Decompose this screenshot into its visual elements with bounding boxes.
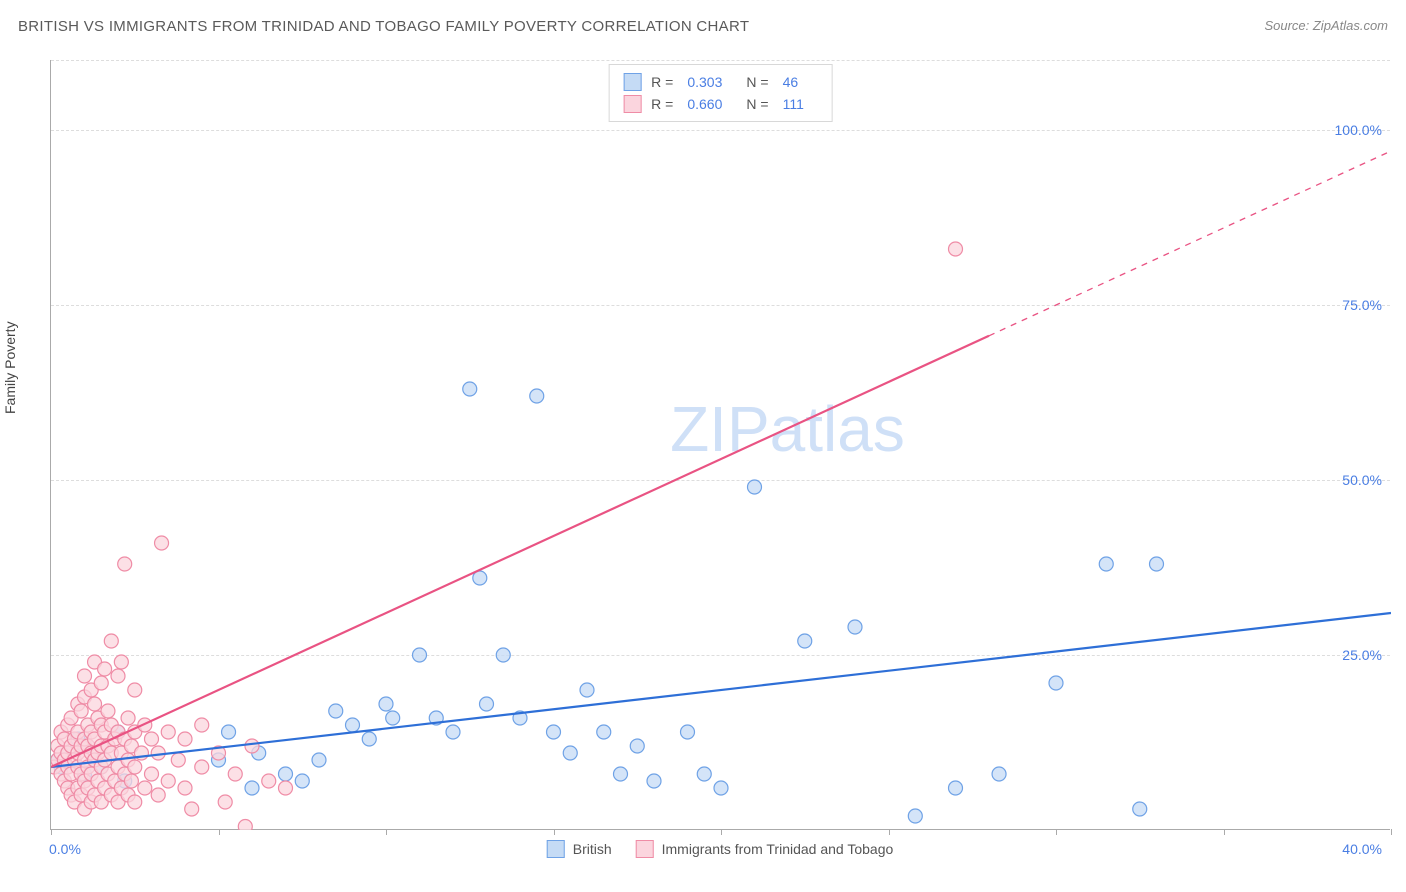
chart-source: Source: ZipAtlas.com [1264, 18, 1388, 33]
swatch-tt [623, 95, 641, 113]
stat-n-label: N = [746, 74, 768, 90]
chart-title: BRITISH VS IMMIGRANTS FROM TRINIDAD AND … [18, 18, 749, 35]
x-axis-min-label: 0.0% [49, 841, 81, 857]
chart-area: ZIPatlas R =0.303 N =46 R =0.660 N =111 … [50, 60, 1390, 830]
plot-region: ZIPatlas R =0.303 N =46 R =0.660 N =111 … [50, 60, 1390, 830]
legend-stats: R = 0.303 N = 46 R = 0.660 N = 111 [608, 64, 833, 122]
chart-header: BRITISH VS IMMIGRANTS FROM TRINIDAD AND … [18, 18, 1388, 35]
legend-row-british: R = 0.303 N = 46 [623, 71, 818, 93]
swatch-british-2 [547, 840, 565, 858]
stat-n-british: 46 [783, 74, 799, 90]
swatch-tt-2 [636, 840, 654, 858]
stat-n-tt: 111 [783, 96, 804, 112]
legend-label-british: British [573, 841, 612, 857]
legend-item-british: British [547, 840, 612, 858]
legend-series: British Immigrants from Trinidad and Tob… [547, 840, 894, 858]
stat-r-british: 0.303 [687, 74, 722, 90]
x-tick [1391, 829, 1392, 835]
regression-line [51, 336, 989, 767]
legend-item-tt: Immigrants from Trinidad and Tobago [636, 840, 894, 858]
legend-row-tt: R = 0.660 N = 111 [623, 93, 818, 115]
x-axis-max-label: 40.0% [1342, 841, 1382, 857]
stat-r-label2: R = [651, 96, 673, 112]
stat-r-tt: 0.660 [687, 96, 722, 112]
stat-r-label: R = [651, 74, 673, 90]
regression-line [51, 613, 1391, 767]
stat-n-label2: N = [746, 96, 768, 112]
swatch-british [623, 73, 641, 91]
y-axis-label: Family Poverty [2, 321, 18, 414]
regression-line-extrapolated [989, 151, 1391, 336]
regression-lines [51, 60, 1391, 830]
legend-label-tt: Immigrants from Trinidad and Tobago [662, 841, 894, 857]
